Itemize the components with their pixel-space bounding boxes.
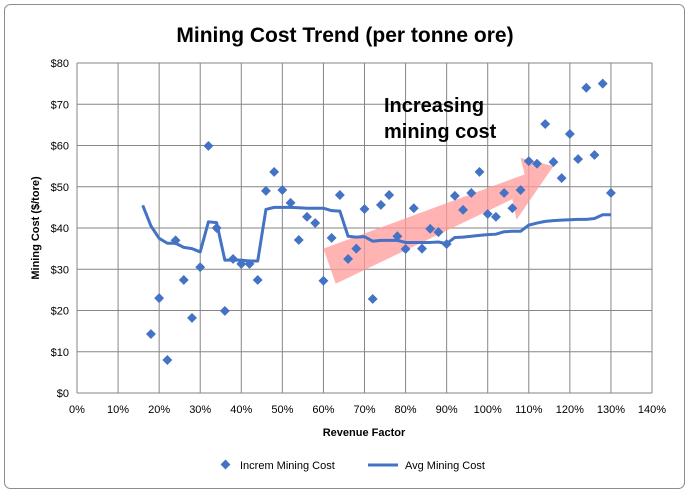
tick-labels: 0% 10% 20% 30% 40% 50% 60% 70% 80% 90% 100% 110% 120… xyxy=(51,58,667,416)
trend-arrow xyxy=(323,157,554,284)
increm-cost-point xyxy=(556,173,567,184)
increm-cost-point xyxy=(384,190,395,200)
increm-cost-point xyxy=(597,78,608,89)
x-tick-label: 50% xyxy=(271,404,293,416)
x-tick-label: 0% xyxy=(69,404,85,416)
increm-cost-point xyxy=(573,154,584,165)
increm-cost-point xyxy=(187,312,197,323)
x-tick-label: 20% xyxy=(148,404,170,416)
x-tick-label: 120% xyxy=(556,404,584,416)
increm-cost-point xyxy=(154,293,165,304)
increm-cost-point xyxy=(170,235,181,246)
increm-cost-point xyxy=(441,239,452,250)
increm-cost-point xyxy=(211,223,222,233)
increm-cost-point xyxy=(326,232,337,243)
y-tick-label: $0 xyxy=(57,388,69,400)
x-tick-label: 110% xyxy=(515,404,543,416)
increm-cost-point xyxy=(581,82,592,93)
increm-cost-point xyxy=(548,157,559,167)
legend: Increm Mining Cost Avg Mining Cost xyxy=(220,459,485,472)
x-tick-label: 100% xyxy=(474,404,502,416)
y-axis-label: Mining Cost ($/tore) xyxy=(30,176,42,280)
increm-cost-point xyxy=(392,231,403,242)
increm-cost-point xyxy=(318,275,329,286)
increm-cost-point xyxy=(490,211,501,222)
increm-cost-point xyxy=(564,129,575,139)
series-layer xyxy=(141,78,616,365)
y-tick-label: $30 xyxy=(51,264,69,276)
increm-cost-point xyxy=(293,235,304,245)
increm-cost-point xyxy=(195,262,206,273)
increm-cost-point xyxy=(400,244,411,254)
increm-cost-point xyxy=(285,197,296,208)
increm-cost-point xyxy=(219,305,230,316)
increm-cost-point xyxy=(474,166,485,177)
increm-cost-point xyxy=(260,185,271,196)
increm-cost-point xyxy=(277,185,288,195)
legend-label-avg: Avg Mining Cost xyxy=(405,460,485,472)
y-tick-label: $80 xyxy=(51,58,69,70)
increm-cost-point xyxy=(532,158,542,169)
increm-cost-point xyxy=(605,187,616,198)
annotation-line1: Increasing xyxy=(384,95,484,117)
x-tick-label: 70% xyxy=(353,404,375,416)
increm-cost-point xyxy=(482,209,493,219)
x-tick-label: 80% xyxy=(395,404,417,416)
increm-cost-point xyxy=(458,204,469,215)
legend-label-increm: Increm Mining Cost xyxy=(240,460,335,472)
avg-mining-cost-line xyxy=(141,204,611,263)
increm-cost-point xyxy=(408,203,419,214)
increm-cost-point xyxy=(367,294,378,304)
x-tick-label: 140% xyxy=(638,404,666,416)
y-tick-label: $10 xyxy=(51,347,69,359)
increm-cost-point xyxy=(433,227,444,238)
x-tick-label: 30% xyxy=(189,404,211,416)
increm-cost-point xyxy=(145,329,156,339)
increm-cost-point xyxy=(178,275,189,285)
y-tick-label: $60 xyxy=(51,141,69,153)
increm-cost-point xyxy=(351,243,362,254)
y-tick-label: $50 xyxy=(51,182,69,194)
x-tick-label: 90% xyxy=(436,404,458,416)
increm-cost-point xyxy=(515,185,526,195)
increm-cost-point xyxy=(589,150,600,160)
increm-cost-point xyxy=(236,258,247,269)
increm-cost-point xyxy=(466,187,477,198)
increm-cost-point xyxy=(417,243,427,254)
increm-cost-point xyxy=(203,140,214,151)
increm-cost-point xyxy=(162,355,173,365)
y-tick-label: $70 xyxy=(51,99,69,111)
increm-cost-point xyxy=(375,199,386,210)
increm-cost-point xyxy=(499,187,510,198)
increm-cost-point xyxy=(302,211,312,222)
increm-cost-point xyxy=(425,223,436,234)
x-tick-label: 60% xyxy=(312,404,334,416)
increm-cost-point xyxy=(359,204,370,214)
increm-cost-point xyxy=(252,275,263,285)
increm-cost-point xyxy=(540,119,551,129)
y-tick-label: $40 xyxy=(51,223,69,235)
increm-cost-point xyxy=(228,253,239,264)
increm-cost-point xyxy=(244,258,255,269)
increm-cost-point xyxy=(334,190,345,200)
increm-cost-point xyxy=(310,218,321,228)
chart-title: Mining Cost Trend (per tonne ore) xyxy=(176,24,513,47)
x-tick-label: 10% xyxy=(107,404,129,416)
annotation-line2: mining cost xyxy=(384,121,497,143)
x-tick-label: 130% xyxy=(597,404,625,416)
increm-cost-point xyxy=(449,190,460,201)
y-tick-label: $20 xyxy=(51,306,69,318)
x-axis-label: Revenue Factor xyxy=(323,427,406,439)
x-tick-label: 40% xyxy=(230,404,252,416)
increm-cost-point xyxy=(523,156,534,167)
increm-cost-point xyxy=(269,166,280,177)
legend-marker-increm xyxy=(220,459,231,470)
